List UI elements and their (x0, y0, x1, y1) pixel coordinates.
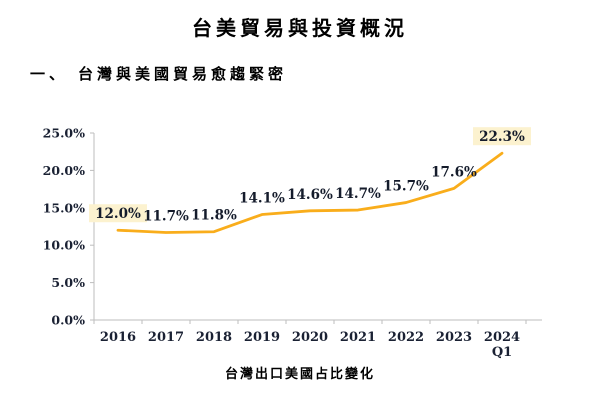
data-label: 22.3% (479, 129, 525, 145)
x-axis-label: 2019 (244, 330, 280, 345)
data-label: 15.7% (383, 179, 429, 195)
x-axis-label: 2020 (292, 330, 328, 345)
data-label: 11.7% (143, 208, 189, 224)
x-axis-label: 2017 (148, 330, 184, 345)
y-axis-label: 5.0% (51, 275, 85, 290)
trend-line (116, 151, 504, 234)
x-axis-label: 2021 (340, 330, 376, 345)
data-label: 12.0% (95, 206, 141, 222)
y-axis-label: 25.0% (43, 126, 85, 141)
y-axis-label: 20.0% (43, 163, 85, 178)
x-axis-label: 2024 Q1 (484, 330, 520, 360)
section-number: 一、 (30, 65, 69, 83)
data-label-highlight (473, 127, 531, 146)
section-heading: 一、 台灣與美國貿易愈趨緊密 (30, 63, 287, 84)
y-axis-label: 10.0% (43, 238, 85, 253)
trend-line-chart: 0.0% 5.0% 10.0% 15.0% 20.0% 25.0% 2016 2017 2018… (43, 126, 542, 360)
chart-caption: 台灣出口美國占比變化 (224, 367, 375, 382)
page-title: 台美貿易與投資概況 (192, 16, 408, 40)
x-axis-label: 2018 (196, 330, 232, 345)
data-label: 17.6% (431, 164, 477, 180)
section-heading-text: 台灣與美國貿易愈趨緊密 (78, 65, 288, 83)
y-axis-label: 0.0% (51, 313, 85, 328)
x-axis-label: 2022 (388, 330, 424, 345)
data-label: 14.7% (335, 186, 381, 202)
x-axis-label: 2023 (436, 330, 472, 345)
y-axis-label: 15.0% (43, 200, 85, 215)
data-label: 14.1% (239, 191, 285, 207)
data-label: 14.6% (287, 187, 333, 203)
data-label-highlight (89, 204, 147, 223)
data-label: 11.8% (191, 208, 237, 224)
x-axis-label: 2016 (100, 330, 136, 345)
